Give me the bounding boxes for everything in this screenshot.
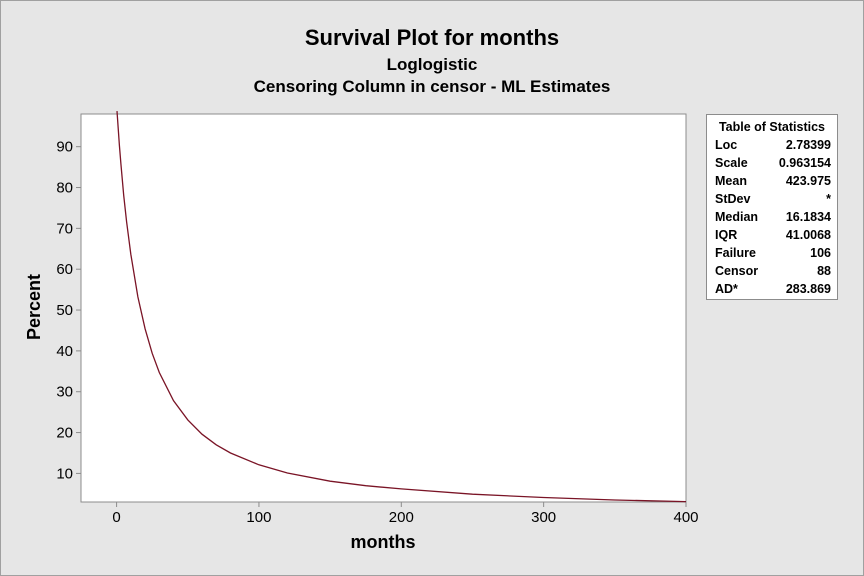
- chart-subtitle-2: Censoring Column in censor - ML Estimate…: [253, 77, 611, 96]
- statistics-row: Median 16.1834: [707, 208, 837, 226]
- statistics-value: 106: [810, 246, 831, 260]
- statistics-value: 2.78399: [785, 138, 831, 152]
- statistics-row: IQR 41.0068: [707, 226, 837, 244]
- statistics-table-title: Table of Statistics: [718, 120, 826, 134]
- statistics-value: 88: [817, 264, 831, 278]
- x-tick-label: 100: [246, 509, 271, 526]
- statistics-value: 41.0068: [785, 228, 831, 242]
- y-tick-label: 60: [56, 261, 73, 278]
- y-tick-label: 80: [56, 180, 73, 197]
- y-tick-label: 70: [56, 220, 73, 237]
- statistics-value: *: [826, 192, 831, 206]
- statistics-row: Loc 2.78399: [707, 136, 837, 154]
- statistics-row: Censor 88: [707, 262, 837, 280]
- y-axis-label: Percent: [24, 274, 44, 340]
- statistics-table: Table of Statistics Loc 2.78399 Scale 0.963…: [706, 114, 838, 300]
- y-tick-label: 40: [56, 343, 73, 360]
- statistics-row: Scale 0.963154: [707, 154, 837, 172]
- statistics-label: Censor: [715, 264, 759, 278]
- y-tick-label: 90: [56, 139, 73, 156]
- x-axis-label: months: [351, 532, 416, 552]
- statistics-label: IQR: [715, 228, 738, 242]
- statistics-label: StDev: [715, 192, 751, 206]
- statistics-value: 283.869: [785, 282, 831, 296]
- y-tick-label: 20: [56, 425, 73, 442]
- statistics-label: Failure: [715, 246, 756, 260]
- statistics-row: Mean 423.975: [707, 172, 837, 190]
- chart-subtitle: Loglogistic: [386, 55, 478, 74]
- y-tick-label: 10: [56, 465, 73, 482]
- x-tick-label: 300: [531, 509, 556, 526]
- x-axis: 0 100 200 300 400: [112, 502, 699, 526]
- x-tick-label: 200: [389, 509, 414, 526]
- statistics-label: Scale: [715, 156, 748, 170]
- statistics-label: Median: [715, 210, 759, 224]
- chart-title: Survival Plot for months: [304, 25, 560, 50]
- statistics-label: Mean: [715, 174, 747, 188]
- statistics-value: 423.975: [785, 174, 831, 188]
- statistics-label: Loc: [715, 138, 738, 152]
- x-tick-label: 0: [112, 509, 120, 526]
- statistics-row: Failure 106: [707, 244, 837, 262]
- x-tick-label: 400: [673, 509, 698, 526]
- statistics-label: AD*: [715, 282, 738, 296]
- y-axis: 10 20 30 40 50 60 70 80 90: [56, 139, 81, 482]
- y-tick-label: 30: [56, 384, 73, 401]
- statistics-row: AD* 283.869: [707, 280, 837, 298]
- y-tick-label: 50: [56, 302, 73, 319]
- plot-area: [80, 113, 687, 503]
- statistics-row: StDev *: [707, 190, 837, 208]
- statistics-value: 16.1834: [785, 210, 831, 224]
- survival-curve: [116, 111, 687, 503]
- statistics-value: 0.963154: [778, 156, 831, 170]
